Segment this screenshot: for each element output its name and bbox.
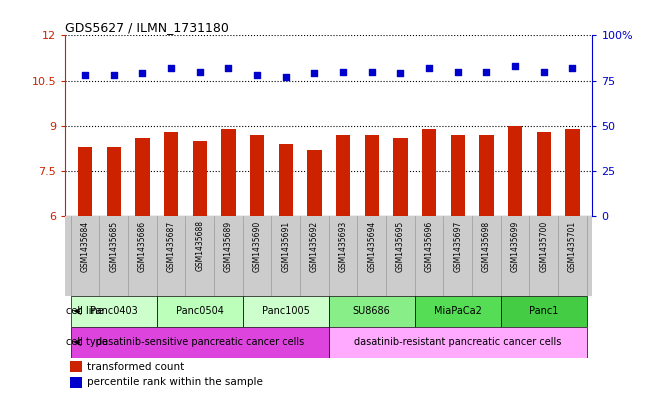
Bar <box>135 138 150 217</box>
Bar <box>336 135 350 217</box>
Bar <box>536 132 551 217</box>
Point <box>481 68 492 75</box>
Text: MiaPaCa2: MiaPaCa2 <box>434 306 482 316</box>
Text: cell type: cell type <box>66 337 107 347</box>
Text: GSM1435695: GSM1435695 <box>396 220 405 272</box>
Point <box>424 65 434 71</box>
Point <box>395 70 406 77</box>
Point <box>538 68 549 75</box>
Text: GSM1435699: GSM1435699 <box>510 220 519 272</box>
Bar <box>78 147 92 217</box>
Text: cell line: cell line <box>66 306 104 316</box>
Text: GSM1435698: GSM1435698 <box>482 220 491 272</box>
Point <box>137 70 148 77</box>
Text: GSM1435694: GSM1435694 <box>367 220 376 272</box>
Bar <box>70 376 82 387</box>
Text: Panc1005: Panc1005 <box>262 306 310 316</box>
Bar <box>250 135 264 217</box>
Bar <box>329 296 415 327</box>
Bar <box>71 327 329 358</box>
Text: transformed count: transformed count <box>87 362 184 372</box>
Text: percentile rank within the sample: percentile rank within the sample <box>87 377 263 387</box>
Bar <box>279 144 293 217</box>
Text: GSM1435689: GSM1435689 <box>224 220 233 272</box>
Text: GSM1435687: GSM1435687 <box>167 220 176 272</box>
Point <box>510 63 520 69</box>
Point <box>567 65 577 71</box>
Bar <box>479 135 493 217</box>
Text: Panc0403: Panc0403 <box>90 306 138 316</box>
Text: SU8686: SU8686 <box>353 306 391 316</box>
Point <box>367 68 377 75</box>
Text: GSM1435692: GSM1435692 <box>310 220 319 272</box>
Text: GDS5627 / ILMN_1731180: GDS5627 / ILMN_1731180 <box>65 21 229 34</box>
Bar <box>307 150 322 217</box>
Text: GSM1435700: GSM1435700 <box>539 220 548 272</box>
Point <box>109 72 119 78</box>
Bar <box>157 296 243 327</box>
Bar <box>422 129 436 217</box>
Point <box>252 72 262 78</box>
Bar <box>393 138 408 217</box>
Text: dasatinib-resistant pancreatic cancer cells: dasatinib-resistant pancreatic cancer ce… <box>354 337 561 347</box>
Text: GSM1435701: GSM1435701 <box>568 220 577 272</box>
Point <box>195 68 205 75</box>
Text: GSM1435684: GSM1435684 <box>81 220 90 272</box>
Text: GSM1435686: GSM1435686 <box>138 220 147 272</box>
Point <box>166 65 176 71</box>
Point <box>223 65 234 71</box>
Bar <box>565 129 579 217</box>
Text: GSM1435693: GSM1435693 <box>339 220 348 272</box>
Point <box>281 74 291 80</box>
Bar <box>415 296 501 327</box>
Bar <box>71 296 157 327</box>
Bar <box>221 129 236 217</box>
Text: GSM1435688: GSM1435688 <box>195 220 204 272</box>
Text: GSM1435685: GSM1435685 <box>109 220 118 272</box>
Text: Panc0504: Panc0504 <box>176 306 224 316</box>
Bar <box>501 296 587 327</box>
Bar <box>365 135 379 217</box>
Bar <box>193 141 207 217</box>
Bar <box>164 132 178 217</box>
Text: GSM1435696: GSM1435696 <box>424 220 434 272</box>
Text: Panc1: Panc1 <box>529 306 559 316</box>
Text: GSM1435697: GSM1435697 <box>453 220 462 272</box>
Point <box>80 72 90 78</box>
Bar <box>508 126 522 217</box>
Point <box>309 70 320 77</box>
Text: dasatinib-sensitive pancreatic cancer cells: dasatinib-sensitive pancreatic cancer ce… <box>96 337 304 347</box>
Point <box>338 68 348 75</box>
Bar <box>329 327 587 358</box>
Bar <box>107 147 121 217</box>
Text: GSM1435690: GSM1435690 <box>253 220 262 272</box>
Bar <box>243 296 329 327</box>
Bar <box>70 361 82 372</box>
Bar <box>450 135 465 217</box>
Point <box>452 68 463 75</box>
Text: GSM1435691: GSM1435691 <box>281 220 290 272</box>
